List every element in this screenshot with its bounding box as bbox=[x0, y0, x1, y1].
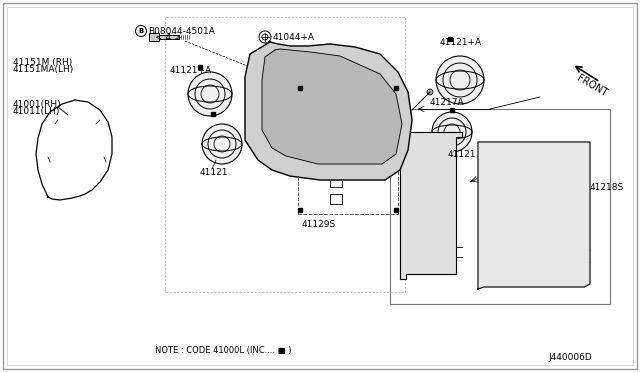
Polygon shape bbox=[245, 42, 412, 180]
Circle shape bbox=[432, 112, 472, 152]
Bar bbox=[390, 109, 610, 304]
Bar bbox=[159, 35, 179, 39]
Circle shape bbox=[188, 72, 232, 116]
Text: 41121: 41121 bbox=[448, 150, 477, 158]
Bar bbox=[298, 84, 398, 214]
Text: J440006D: J440006D bbox=[548, 353, 592, 362]
Bar bbox=[408, 142, 456, 272]
Text: 41000K: 41000K bbox=[510, 163, 545, 171]
Circle shape bbox=[202, 124, 242, 164]
Bar bbox=[330, 177, 342, 187]
Text: 41121+A: 41121+A bbox=[170, 65, 212, 74]
Text: 41129S: 41129S bbox=[302, 219, 336, 228]
Polygon shape bbox=[36, 100, 112, 200]
Text: FRONT: FRONT bbox=[575, 73, 609, 99]
Polygon shape bbox=[478, 142, 590, 289]
Bar bbox=[330, 90, 342, 102]
Text: 41001(RH): 41001(RH) bbox=[13, 99, 61, 109]
Bar bbox=[330, 194, 342, 204]
Text: 41151MA(LH): 41151MA(LH) bbox=[13, 64, 74, 74]
Text: 41011(LH): 41011(LH) bbox=[13, 106, 60, 115]
Text: 41218S: 41218S bbox=[590, 183, 624, 192]
Polygon shape bbox=[262, 49, 402, 164]
Text: < 4 >: < 4 > bbox=[155, 32, 182, 42]
Circle shape bbox=[405, 111, 411, 117]
Text: B: B bbox=[138, 28, 143, 34]
Polygon shape bbox=[400, 132, 462, 279]
Circle shape bbox=[529, 210, 539, 220]
Bar bbox=[329, 124, 343, 134]
Circle shape bbox=[332, 92, 340, 100]
Text: 41044+A: 41044+A bbox=[273, 32, 315, 42]
Bar bbox=[488, 150, 580, 279]
Bar bbox=[149, 33, 159, 41]
Circle shape bbox=[427, 89, 433, 95]
Text: B08044-4501A: B08044-4501A bbox=[148, 26, 215, 35]
Circle shape bbox=[304, 166, 316, 178]
Circle shape bbox=[436, 56, 484, 104]
Text: 41121+A: 41121+A bbox=[440, 38, 482, 46]
Bar bbox=[328, 107, 344, 117]
Text: 41151M (RH): 41151M (RH) bbox=[13, 58, 72, 67]
Text: 41121: 41121 bbox=[200, 167, 228, 176]
Bar bbox=[485, 147, 583, 282]
Text: 41217A: 41217A bbox=[430, 97, 465, 106]
Text: NOTE : CODE 41000L (INC.... ■ ): NOTE : CODE 41000L (INC.... ■ ) bbox=[155, 346, 291, 355]
Circle shape bbox=[307, 169, 313, 175]
Circle shape bbox=[69, 143, 83, 157]
